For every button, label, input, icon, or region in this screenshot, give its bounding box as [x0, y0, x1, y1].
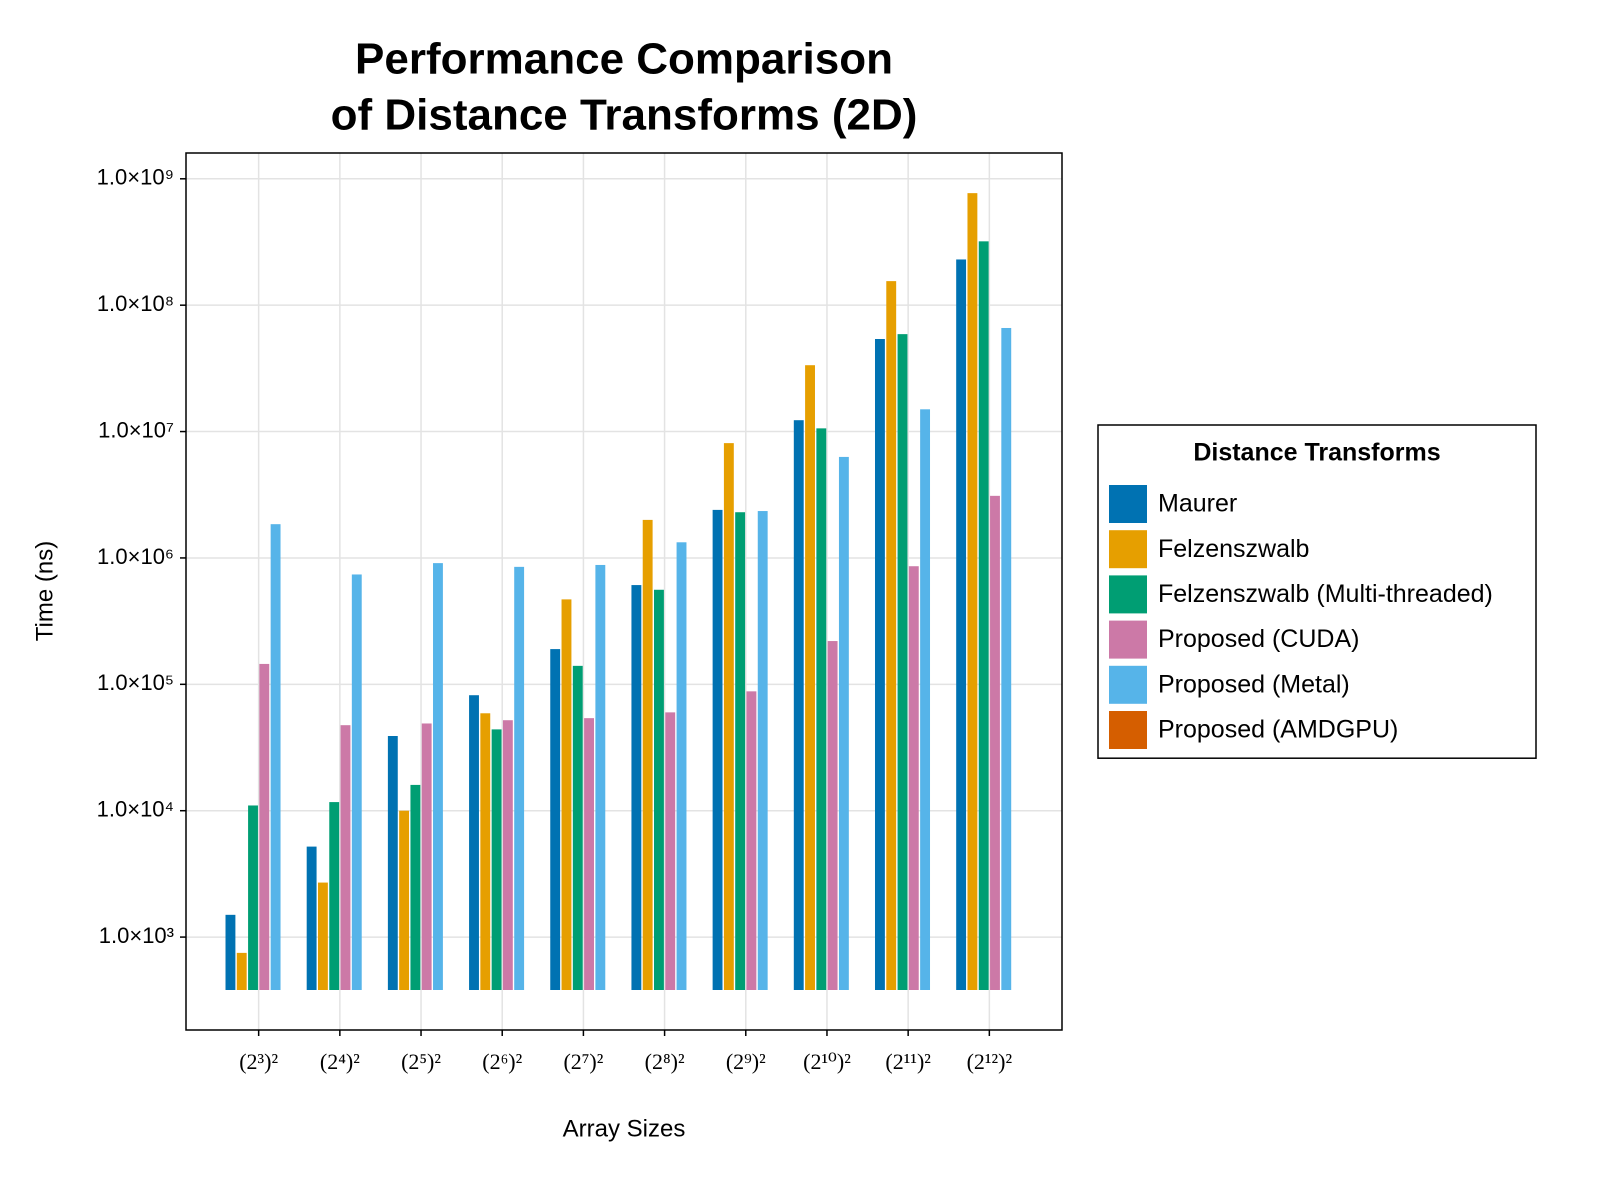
- bar: [735, 512, 746, 990]
- bar: [351, 574, 362, 990]
- legend-label: Proposed (CUDA): [1158, 625, 1359, 653]
- bar: [317, 882, 328, 990]
- legend-swatch: [1109, 485, 1147, 523]
- bar: [225, 914, 236, 990]
- bar: [838, 456, 849, 991]
- bar: [480, 713, 491, 990]
- bar: [387, 736, 398, 990]
- x-tick-label: (2⁴)²: [320, 1049, 360, 1074]
- bar: [595, 564, 606, 990]
- legend-box: [1097, 424, 1537, 759]
- legend-label: Felzenszwalb: [1158, 535, 1309, 563]
- x-tick-label: (2⁹)²: [726, 1049, 766, 1074]
- chart-title: Performance Comparison: [355, 35, 893, 84]
- x-tick-label: (2⁸)²: [645, 1049, 685, 1074]
- x-tick-label: (2¹¹)²: [885, 1049, 931, 1074]
- bar: [491, 729, 502, 990]
- bar: [642, 519, 653, 990]
- bar: [399, 810, 410, 990]
- bar: [469, 695, 479, 990]
- bar: [978, 241, 989, 991]
- bar: [236, 952, 247, 990]
- bar: [956, 259, 967, 990]
- bar: [665, 712, 676, 990]
- y-tick-label: 1.0×10⁹: [97, 165, 174, 190]
- bar: [433, 563, 443, 990]
- legend-swatch: [1109, 665, 1147, 704]
- bar: [340, 725, 351, 990]
- bar: [572, 665, 583, 990]
- y-tick-label: 1.0×10³: [99, 923, 174, 948]
- bar: [1001, 327, 1012, 990]
- bar: [248, 805, 258, 990]
- y-tick-label: 1.0×10⁵: [97, 670, 174, 695]
- bar: [757, 511, 768, 990]
- bar: [897, 334, 908, 990]
- bar: [746, 691, 757, 990]
- legend-title: Distance Transforms: [1193, 439, 1440, 467]
- bar: [514, 566, 525, 990]
- y-tick-label: 1.0×10⁶: [97, 544, 174, 569]
- bar: [793, 420, 804, 990]
- bar: [723, 443, 734, 990]
- legend-label: Proposed (Metal): [1158, 670, 1350, 698]
- x-tick-label: (2¹⁰)²: [803, 1049, 851, 1074]
- bar: [712, 509, 723, 990]
- chart-title: of Distance Transforms (2D): [331, 91, 918, 140]
- bar: [654, 589, 664, 990]
- bar: [502, 720, 513, 990]
- x-tick-label: (2³)²: [239, 1049, 278, 1074]
- bar: [816, 428, 827, 991]
- y-tick-label: 1.0×10⁸: [97, 291, 174, 316]
- bar: [550, 649, 561, 990]
- bar: [967, 193, 978, 991]
- x-axis-label: Array Sizes: [563, 1115, 686, 1142]
- bar: [410, 784, 421, 990]
- legend-label: Felzenszwalb (Multi-threaded): [1158, 580, 1493, 608]
- x-tick-label: (2⁶)²: [482, 1049, 522, 1074]
- x-tick-label: (2⁷)²: [563, 1049, 603, 1074]
- legend-swatch: [1109, 530, 1147, 569]
- bar: [805, 365, 815, 990]
- bar: [886, 281, 897, 991]
- bar: [306, 846, 317, 990]
- legend-swatch: [1109, 575, 1147, 614]
- legend-swatch: [1109, 711, 1147, 749]
- y-axis-label: Time (ns): [31, 541, 58, 641]
- legend-label: Maurer: [1158, 490, 1237, 518]
- bar: [874, 338, 885, 990]
- bar: [920, 409, 931, 990]
- bar: [421, 723, 432, 990]
- y-tick-label: 1.0×10⁷: [98, 417, 174, 442]
- bar: [676, 542, 687, 990]
- bar: [631, 585, 642, 990]
- y-tick-label: 1.0×10⁴: [97, 797, 174, 822]
- x-tick-label: (2⁵)²: [401, 1049, 441, 1074]
- bar: [561, 599, 572, 990]
- plot-frame: [185, 152, 1063, 1031]
- x-tick-label: (2¹²)²: [967, 1049, 1013, 1074]
- bar: [584, 718, 594, 990]
- bar: [329, 802, 340, 990]
- legend-swatch: [1109, 620, 1147, 659]
- bar: [259, 663, 270, 990]
- bar: [990, 495, 1000, 990]
- legend-label: Proposed (AMDGPU): [1158, 716, 1398, 744]
- bar: [908, 566, 919, 990]
- bar: [270, 524, 281, 990]
- bar: [827, 641, 838, 990]
